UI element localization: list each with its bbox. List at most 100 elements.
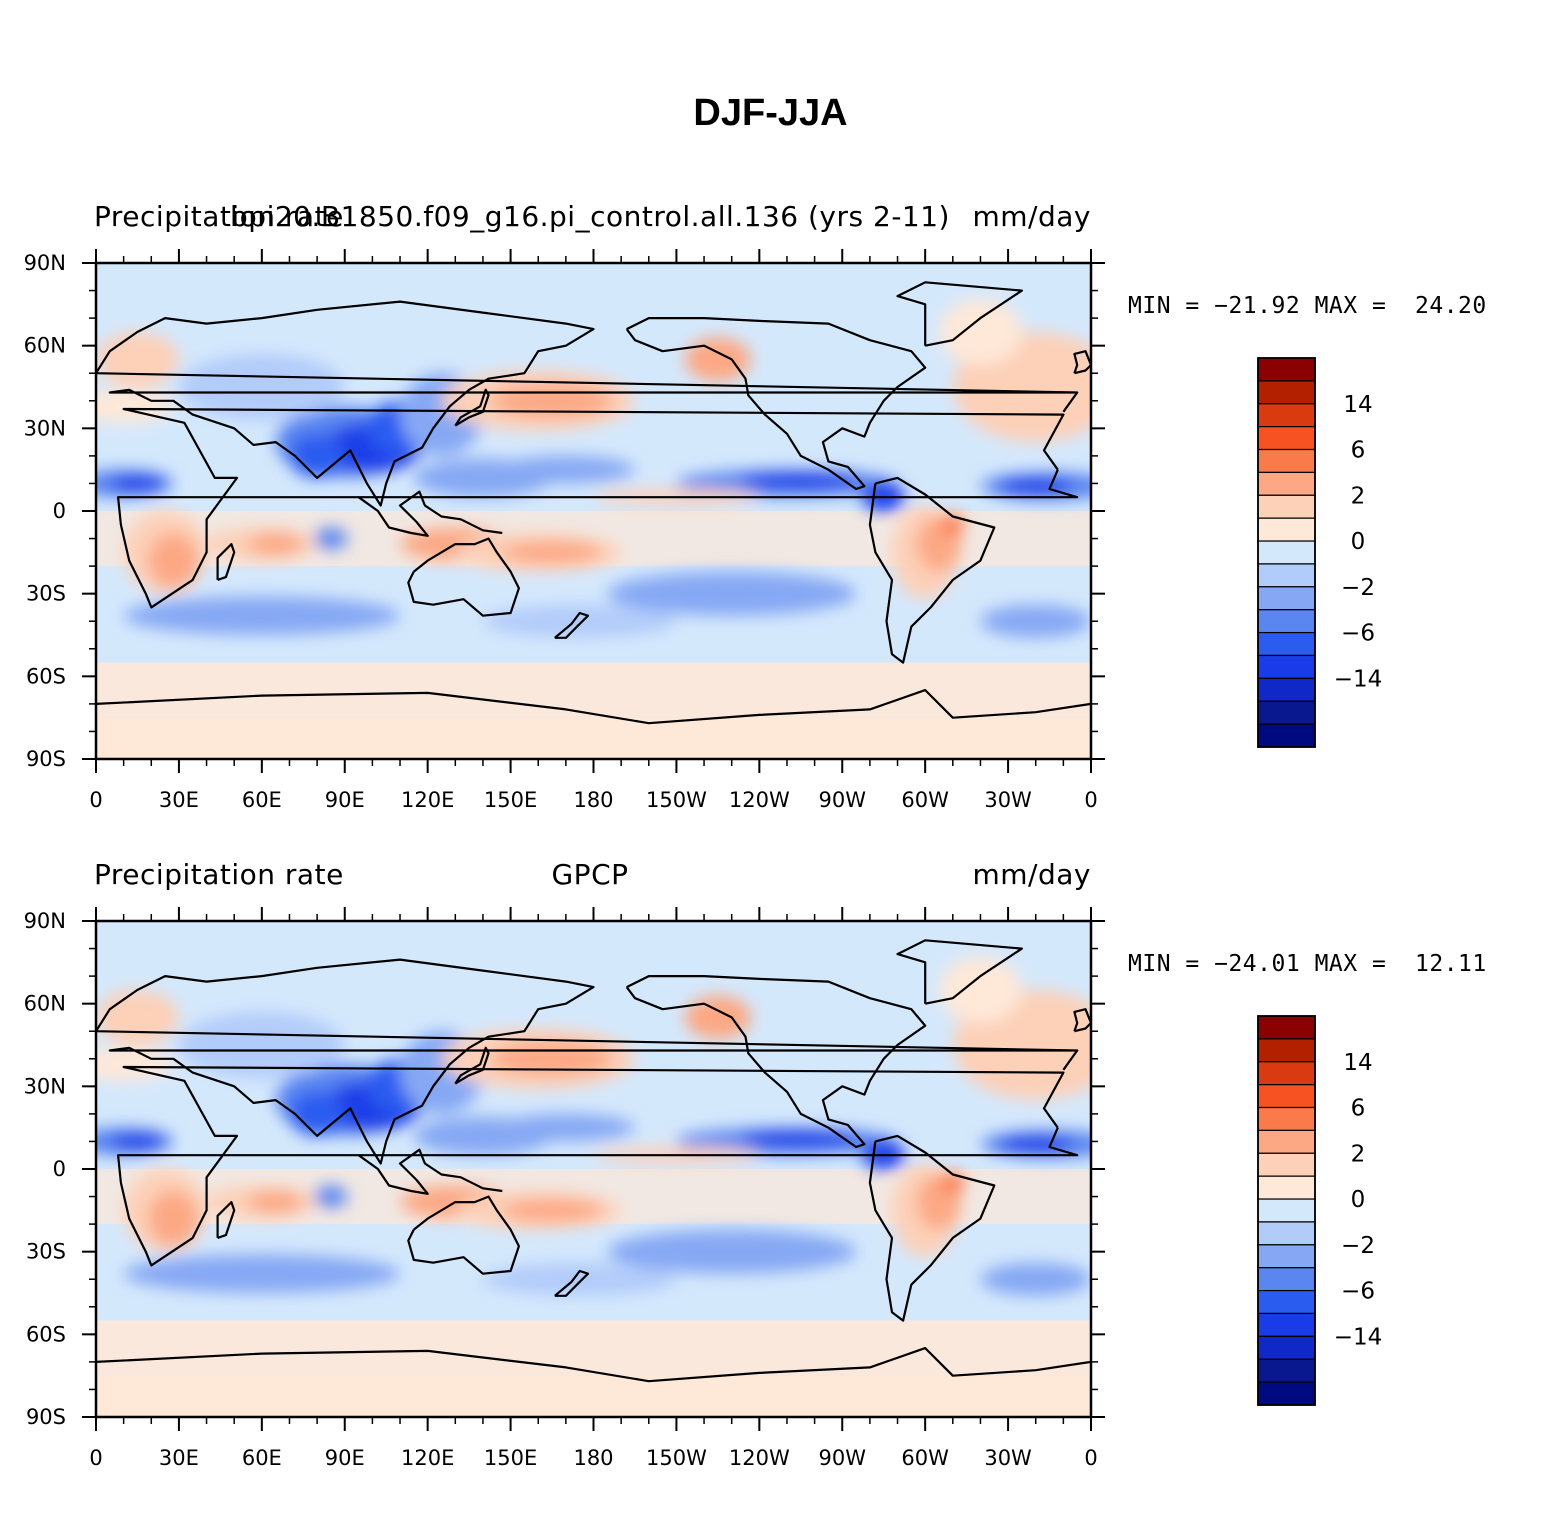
lon-label: 0 [89, 1446, 102, 1468]
colorbar-label: −2 [1341, 1233, 1375, 1259]
precip-map: 90N 60N 30N 0 30S 60S 90S 0 30E 60E 90E 120E 150E 180… [24, 249, 1105, 810]
coastline [357, 490, 503, 537]
anomaly-blob [109, 475, 166, 492]
anomaly-blob [148, 1191, 199, 1247]
coastline [896, 939, 1023, 1005]
coastline [216, 543, 236, 581]
field-band [96, 717, 1091, 759]
colorbar-swatch [1257, 1015, 1316, 1040]
max-label: MAX = [1314, 951, 1387, 977]
lat-label: 30N [24, 1074, 66, 1098]
lon-label: 60E [242, 1446, 282, 1468]
lat-label: 90N [24, 251, 66, 275]
map-field [96, 263, 1091, 759]
colorbar-swatch [1257, 494, 1316, 519]
anomaly-blob [96, 389, 174, 423]
colorbar-label: 0 [1351, 1187, 1366, 1213]
colorbar-label: −2 [1341, 575, 1375, 601]
coastline [454, 1046, 490, 1085]
colorbar-swatch [1257, 403, 1316, 428]
colorbar-swatch [1257, 1335, 1316, 1360]
coastline [554, 611, 590, 639]
anomaly-blob [482, 1262, 677, 1296]
panel-units-label: mm/day [972, 200, 1091, 233]
coastline [625, 975, 927, 1149]
min-value: −21.92 [1214, 293, 1301, 319]
anomaly-blob [248, 1191, 304, 1214]
colorbar-label: 14 [1343, 1050, 1372, 1076]
lat-label: 0 [53, 499, 66, 523]
lon-label: 90W [819, 1446, 867, 1468]
coastline [454, 388, 490, 427]
colorbar-swatch [1257, 1084, 1316, 1109]
lon-label: 0 [89, 788, 102, 810]
colorbar-swatch [1257, 517, 1316, 542]
lon-label: 30W [984, 788, 1032, 810]
lon-label: 60E [242, 788, 282, 810]
colorbar-label: 0 [1351, 529, 1366, 555]
colorbar: 14 6 2 0 −2 −6 −14 [1257, 357, 1383, 748]
panel-left-label: Precipitation rate [94, 858, 344, 891]
colorbar-swatch [1257, 1038, 1316, 1063]
anomaly-blob [607, 1229, 857, 1274]
anomaly-blob [607, 571, 857, 616]
coastline [1073, 350, 1091, 375]
lat-label: 30N [24, 416, 66, 440]
lon-label: 0 [1084, 1446, 1097, 1468]
max-label: MAX = [1314, 293, 1387, 319]
lon-label: 120E [401, 788, 454, 810]
colorbar-swatch [1257, 1129, 1316, 1154]
anomaly-blob [496, 1113, 635, 1142]
panel-center-label: bpi20.B1850.f09_g16.pi_control.all.136 (… [230, 200, 950, 233]
lon-label: 150E [484, 1446, 537, 1468]
anomaly-blob [502, 1199, 602, 1222]
lon-label: 90W [819, 788, 867, 810]
coastline [868, 476, 996, 664]
colorbar: 14 6 2 0 −2 −6 −14 [1257, 1015, 1382, 1406]
anomaly-blobs [96, 298, 1091, 638]
panel-gpcp: Precipitation rate GPCP mm/day MIN = −24… [0, 848, 1541, 1468]
colorbar-swatch [1257, 1152, 1316, 1177]
field-band [96, 1320, 1091, 1376]
coastline [407, 1195, 520, 1275]
panel-center-label: GPCP [551, 858, 629, 891]
anomaly-blob [482, 604, 677, 638]
colorbar-swatch [1257, 631, 1316, 657]
colorbar-swatch [1257, 540, 1316, 565]
colorbar-swatch [1257, 1198, 1316, 1223]
colorbar-swatch [1257, 357, 1316, 382]
anomaly-blob [684, 995, 752, 1040]
lat-label: 60S [26, 1322, 66, 1346]
precip-map: 90N 60N 30N 0 30S 60S 90S 0 30E 60E 90E 120E 150E 180… [24, 907, 1105, 1468]
anomaly-blob [980, 1262, 1091, 1296]
anomaly-blob [123, 1254, 401, 1293]
lon-label: 120W [729, 1446, 790, 1468]
colorbar-swatch [1257, 1381, 1316, 1406]
colorbar-label: −14 [1334, 666, 1383, 692]
coastline [357, 1148, 503, 1195]
lat-label: 30S [26, 582, 66, 606]
anomaly-blob [109, 1133, 166, 1150]
anomaly-blob [96, 331, 179, 387]
anomaly-blob [178, 353, 345, 421]
lon-label: 0 [1084, 788, 1097, 810]
coastline [625, 317, 927, 491]
min-label: MIN = [1128, 293, 1200, 319]
panel-units-label: mm/day [972, 858, 1091, 891]
lon-label: 30W [984, 1446, 1032, 1468]
field-band [96, 1375, 1091, 1417]
anomaly-blob [684, 337, 752, 382]
lat-label: 60N [24, 334, 66, 358]
colorbar-label: 6 [1351, 1096, 1366, 1122]
colorbar-swatch [1257, 1061, 1316, 1086]
colorbar-frame [1257, 1015, 1316, 1406]
lon-label: 180 [573, 788, 613, 810]
anomaly-blob [289, 1091, 345, 1136]
lat-label: 60S [26, 664, 66, 688]
max-value: 12.11 [1415, 951, 1487, 977]
coastline [554, 1269, 590, 1297]
colorbar-swatch [1257, 1221, 1316, 1246]
colorbar-swatch [1257, 426, 1316, 451]
coastline [117, 407, 1079, 609]
anomaly-blob [248, 533, 304, 556]
